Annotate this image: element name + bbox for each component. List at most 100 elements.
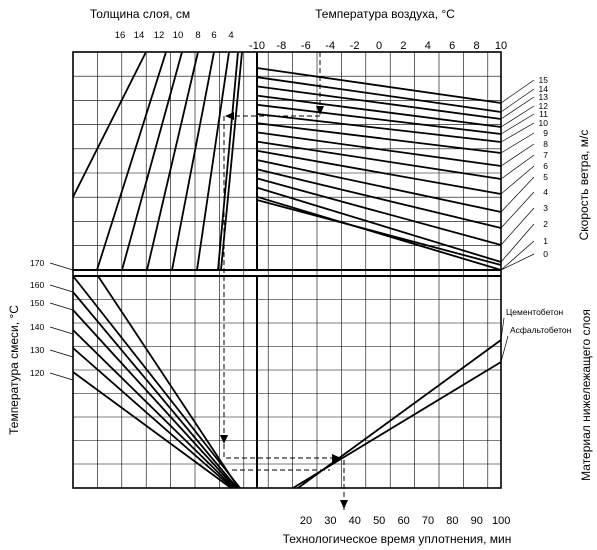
wind-speed-line (256, 199, 502, 266)
example-arrow (332, 454, 341, 462)
wind-label-leader (500, 105, 535, 128)
mix-temperature-line (72, 329, 235, 489)
layer-thickness-title: Толщина слоя, см (90, 7, 190, 21)
material-line-cement-concrete (297, 339, 502, 489)
mix-temperature-ticks: 170 160 150 140 130 120 (30, 258, 44, 378)
air-temperature-tick-label: -4 (325, 40, 335, 52)
material-label-cement-concrete: Цементобетон (506, 307, 564, 317)
wind-label-leader (500, 240, 535, 271)
wind-speed-line (256, 103, 502, 135)
wind-speed-line (256, 149, 502, 195)
mix-temperature-line (72, 347, 234, 489)
compaction-time-ticks: 20 30 40 50 60 70 80 90 100 (300, 515, 511, 527)
thickness-tick-label: 4 (228, 30, 233, 41)
material-line-asphalt-concrete (292, 361, 502, 489)
wind-label-leader (500, 132, 535, 154)
wind-speed-tick-label: 0 (543, 249, 548, 259)
mix-label-leader (49, 372, 74, 381)
air-temperature-tick-label: 4 (425, 40, 431, 52)
wind-label-leader (500, 96, 535, 120)
air-temperature-tick-label: -6 (301, 40, 311, 52)
wind-speed-line (256, 131, 502, 167)
air-temperature-tick-label: 8 (474, 40, 480, 52)
nomogram-curves (72, 51, 502, 489)
wind-speed-tick-label: 9 (543, 128, 548, 138)
wind-speed-line (256, 67, 502, 104)
mix-temperature-tick-label: 170 (30, 258, 44, 268)
mix-label-leader (49, 349, 74, 358)
thickness-tick-label: 12 (154, 30, 165, 41)
wind-speed-tick-label: 5 (543, 172, 548, 182)
wind-label-leader (500, 191, 535, 229)
compaction-time-tick-label: 20 (300, 515, 312, 527)
wind-speed-tick-label: 14 (539, 84, 549, 94)
wind-speed-tick-label: 4 (543, 187, 548, 197)
mix-temperature-line (97, 275, 240, 489)
wind-speed-tick-label: 8 (543, 139, 548, 149)
compaction-time-tick-label: 100 (492, 515, 510, 527)
wind-speed-tick-label: 7 (543, 150, 548, 160)
wind-label-leader (500, 113, 535, 135)
wind-speed-line (256, 113, 502, 143)
example-dashed-path (223, 52, 345, 510)
mix-label-leader (49, 302, 74, 311)
mix-temperature-line (72, 291, 238, 489)
air-temperature-tick-label: 2 (400, 40, 406, 52)
thickness-curve (217, 51, 239, 271)
thickness-curve (220, 51, 243, 271)
thickness-curve (171, 51, 215, 271)
example-arrow (340, 500, 348, 509)
compaction-time-tick-label: 70 (422, 515, 434, 527)
air-temperature-tick-label: -8 (277, 40, 287, 52)
wind-label-leader (500, 207, 535, 246)
mix-temperature-title: Температура смеси, °С (7, 305, 21, 435)
mix-temperature-tick-label: 160 (30, 280, 44, 290)
wind-speed-tick-label: 12 (539, 101, 549, 111)
wind-speed-line (256, 177, 502, 246)
wind-speed-tick-label: 10 (539, 118, 549, 128)
wind-speed-tick-label: 2 (543, 219, 548, 229)
mix-temperature-tick-label: 120 (30, 368, 44, 378)
mix-temperature-line (72, 275, 241, 489)
air-temperature-tick-label: 6 (449, 40, 455, 52)
mix-label-leader (49, 326, 74, 335)
mix-label-leader (49, 262, 74, 271)
wind-label-leader (500, 253, 535, 271)
wind-speed-tick-label: 15 (539, 75, 549, 85)
air-temperature-tick-label: -2 (350, 40, 360, 52)
thickness-curve (146, 51, 199, 271)
wind-speed-line (256, 159, 502, 213)
thickness-curve (72, 51, 147, 198)
thickness-tick-label: 14 (134, 30, 145, 41)
mix-temperature-tick-label: 140 (30, 322, 44, 332)
material-label-leader (500, 317, 505, 341)
wind-speed-title: Скорость ветра, м/с (577, 130, 591, 241)
wind-label-leader (500, 122, 535, 143)
mix-temperature-line (72, 371, 232, 489)
thickness-curve (96, 51, 167, 271)
wind-label-leader (500, 176, 535, 213)
material-label-asphalt-concrete: Асфальтобетон (510, 325, 572, 335)
example-arrow (316, 106, 324, 115)
wind-speed-tick-label: 1 (543, 236, 548, 246)
compaction-time-tick-label: 80 (446, 515, 458, 527)
compaction-time-tick-label: 40 (349, 515, 361, 527)
example-key-path (223, 52, 345, 510)
mix-temperature-line (72, 309, 237, 489)
example-arrow (220, 435, 228, 444)
example-arrows (220, 106, 348, 509)
air-temperature-ticks: -10 -8 -6 -4 -2 0 2 4 6 8 10 (249, 40, 507, 52)
wind-speed-line (256, 168, 502, 229)
air-temperature-title: Температура воздуха, °С (315, 7, 455, 21)
wind-label-leader (500, 143, 535, 167)
wind-label-leader (500, 165, 535, 195)
compaction-time-tick-label: 90 (471, 515, 483, 527)
compaction-time-tick-label: 60 (397, 515, 409, 527)
compaction-time-tick-label: 50 (373, 515, 385, 527)
wind-label-leader (500, 154, 535, 180)
thickness-tick-label: 16 (115, 30, 126, 41)
compaction-time-tick-label: 30 (324, 515, 336, 527)
label-leader-lines (49, 79, 535, 381)
